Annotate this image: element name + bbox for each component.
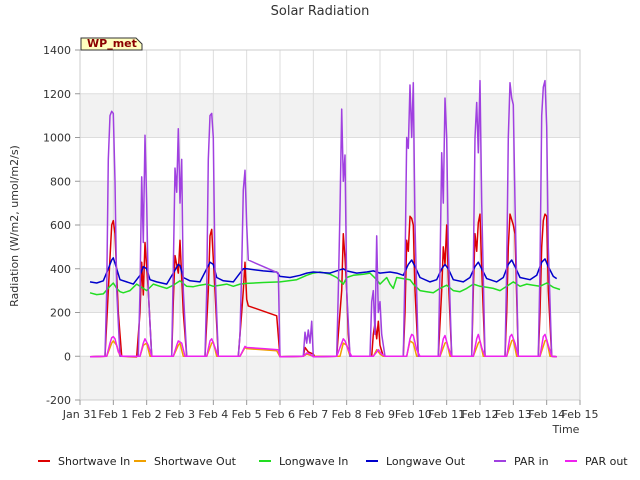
legend-label: PAR out [585,455,628,468]
x-tick-label: Feb 12 [462,408,499,421]
y-tick-label: 400 [50,263,71,276]
x-tick-label: Feb 14 [528,408,565,421]
legend-label: PAR in [514,455,549,468]
x-tick-label: Feb 4 [198,408,228,421]
x-tick-label: Feb 13 [495,408,532,421]
series-layer [89,79,561,358]
y-tick-label: 800 [50,175,71,188]
x-tick-label: Feb 10 [395,408,432,421]
plot-band [80,93,580,138]
x-axis-label: Time [552,423,580,436]
x-tick-label: Feb 2 [132,408,162,421]
series-line-shortwave-out [89,339,557,358]
y-tick-label: 0 [64,350,71,363]
x-tick-label: Feb 9 [365,408,395,421]
y-tick-label: 1400 [43,44,71,57]
chart-title: Solar Radiation [271,4,370,19]
series-line-longwave-in [89,271,561,296]
y-tick-label: 200 [50,307,71,320]
legend: Shortwave In Shortwave Out Longwave In Long… [38,455,628,468]
legend-label: Longwave In [279,455,348,468]
x-tick-label: Feb 6 [265,408,295,421]
x-tick-label: Feb 3 [165,408,195,421]
x-tick-label: Feb 15 [562,408,599,421]
y-axis-label: Radiation (W/m2, umol/m2/s) [8,145,21,307]
y-tick-label: 1200 [43,88,71,101]
plot-band [80,268,580,313]
x-tick-label: Feb 1 [98,408,128,421]
x-tick-label: Jan 31 [62,408,97,421]
x-tick-label: Feb 11 [428,408,465,421]
y-tick-label: 1000 [43,132,71,145]
series-line-par-in [89,79,557,358]
plot-band [80,181,580,225]
x-tick-label: Feb 7 [298,408,328,421]
series-line-longwave-out [89,257,558,285]
legend-label: Shortwave In [58,455,130,468]
y-tick-label: 600 [50,219,71,232]
x-tick-label: Feb 5 [232,408,262,421]
x-tick-label: Feb 8 [332,408,362,421]
station-tag: WP_met [80,37,143,51]
series-line-par-out [89,333,557,358]
station-tag-box [80,37,143,51]
station-tag-text: WP_met [87,37,137,50]
legend-label: Longwave Out [386,455,466,468]
y-tick-label: -200 [46,394,71,407]
legend-label: Shortwave Out [154,455,237,468]
plot-band [80,356,580,400]
